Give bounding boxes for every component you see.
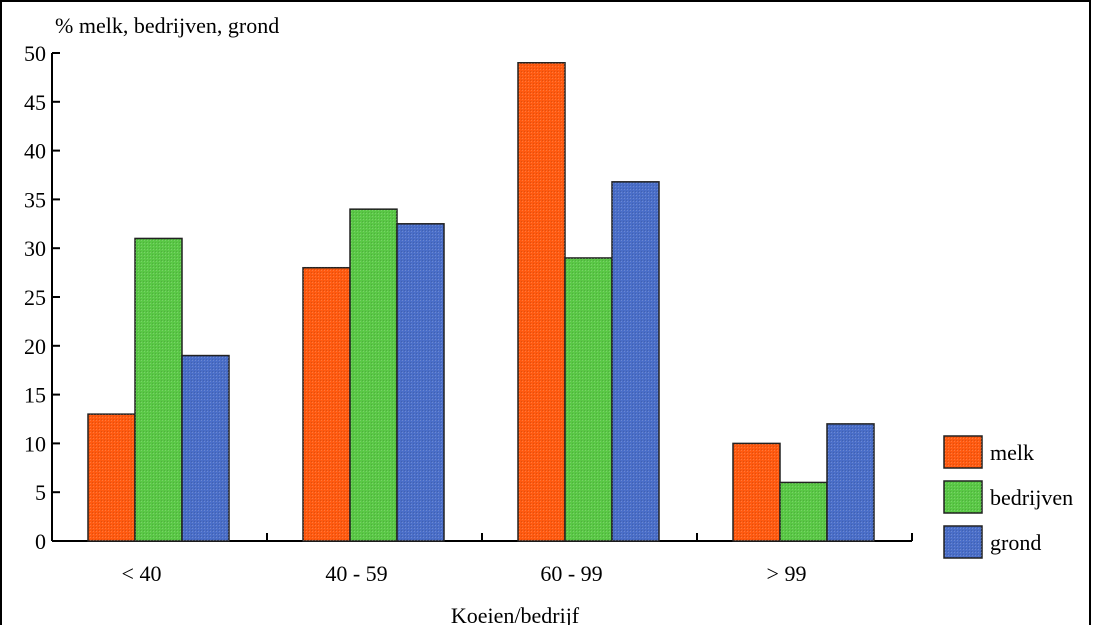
x-tick-label: < 40: [122, 561, 162, 586]
bar-texture: [135, 238, 182, 541]
legend-item-bedrijven: bedrijven: [943, 480, 1073, 514]
bar-texture: [612, 181, 659, 541]
legend-label: melk: [990, 440, 1034, 465]
y-tick-label: 45: [24, 90, 46, 115]
bar-texture: [827, 423, 874, 541]
bar-texture: [303, 267, 350, 541]
bar-texture: [88, 414, 135, 541]
bar-grond-2: [611, 181, 660, 542]
bar-texture: [565, 257, 612, 541]
y-tick-label: 25: [24, 285, 46, 310]
bar-bedrijven-3: [779, 481, 828, 542]
y-tick-label: 10: [24, 431, 46, 456]
y-axis-label: % melk, bedrijven, grond: [55, 13, 279, 38]
y-tick-label: 35: [24, 187, 46, 212]
bar-melk-2: [517, 62, 566, 542]
bar-bedrijven-2: [564, 257, 613, 542]
legend-swatch-texture: [944, 436, 982, 468]
legend-swatch-texture: [944, 481, 982, 513]
bars: [87, 62, 875, 542]
bar-grond-1: [396, 223, 445, 542]
bar-bedrijven-0: [134, 237, 183, 542]
bar-melk-0: [87, 413, 136, 542]
legend-item-melk: melk: [943, 435, 1034, 469]
y-tick-label: 40: [24, 139, 46, 164]
legend: melk bedrijven grond: [943, 435, 1073, 559]
y-tick-label: 0: [35, 529, 46, 554]
bar-melk-3: [732, 442, 781, 542]
legend-label: grond: [990, 530, 1041, 555]
bar-texture: [780, 482, 827, 541]
y-tick-label: 15: [24, 383, 46, 408]
x-axis-label: Koeien/bedrijf: [451, 603, 580, 625]
x-tick-label: 60 - 99: [540, 561, 602, 586]
y-axis: 0 5 10 15 20 25 30 35 40 45 50: [24, 41, 60, 554]
legend-item-grond: grond: [943, 525, 1041, 559]
bar-texture: [397, 223, 444, 542]
bar-texture: [350, 209, 397, 541]
x-tick-label: 40 - 59: [325, 561, 387, 586]
y-tick-label: 30: [24, 236, 46, 261]
bar-texture: [182, 355, 229, 541]
legend-swatch-texture: [944, 526, 982, 558]
bar-melk-1: [302, 266, 351, 542]
bar-texture: [733, 443, 780, 541]
y-tick-label: 20: [24, 334, 46, 359]
legend-label: bedrijven: [990, 485, 1073, 510]
x-tick-label: > 99: [767, 561, 807, 586]
y-tick-label: 50: [24, 41, 46, 66]
y-tick-label: 5: [35, 480, 46, 505]
bar-bedrijven-1: [349, 208, 398, 542]
bar-grond-3: [826, 423, 875, 542]
bar-grond-0: [181, 354, 230, 542]
bar-texture: [518, 62, 565, 541]
